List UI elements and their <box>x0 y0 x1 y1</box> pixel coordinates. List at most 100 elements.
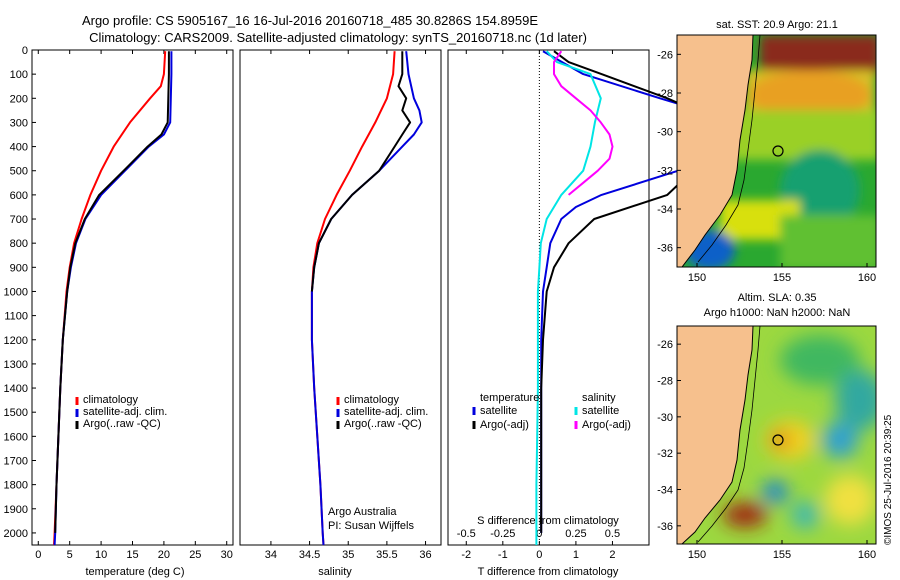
plot-frame <box>31 49 234 546</box>
y-tick-label: 0 <box>22 45 28 57</box>
map-y-tick-label: -32 <box>657 165 673 177</box>
legend-label-climatology: climatology <box>83 394 139 406</box>
map-y-tick-label: -30 <box>657 127 673 139</box>
x-tick-label: -2 <box>461 549 471 561</box>
legend-label-s-satellite: satellite <box>582 405 619 417</box>
x-tick-label: 1 <box>573 549 579 561</box>
x-tick-label: 10 <box>95 549 107 561</box>
y-tick-label: 1000 <box>4 286 28 298</box>
x-tick-label: 34 <box>265 549 277 561</box>
y-tick-label: 100 <box>10 69 28 81</box>
y-tick-label: 1100 <box>4 311 28 323</box>
y-tick-label: 1700 <box>4 455 28 467</box>
x-tick-label: 15 <box>126 549 138 561</box>
x-axis-label-t-difference: T difference from climatology <box>478 566 619 578</box>
y-tick-label: 1800 <box>4 480 28 492</box>
legend-title-temperature: temperature <box>480 392 539 404</box>
y-tick-label: 1300 <box>4 359 28 371</box>
map-y-tick-label: -34 <box>657 204 673 216</box>
x-tick-label: 30 <box>221 549 233 561</box>
series-line <box>54 51 170 533</box>
sla-land <box>677 326 753 544</box>
legend-label-argo: Argo(..raw -QC) <box>83 418 161 430</box>
map-y-tick-label: -36 <box>657 243 673 255</box>
y-tick-label: 1400 <box>4 383 28 395</box>
series-line <box>310 51 396 546</box>
map-x-tick-label: 160 <box>858 272 876 284</box>
x-tick-label: -1 <box>498 549 508 561</box>
y-tick-label: 800 <box>10 238 28 250</box>
legend-label-s-argo: Argo(-adj) <box>582 419 631 431</box>
y-tick-label: 1500 <box>4 407 28 419</box>
sla-map: Altim. SLA: 0.35 Argo h1000: NaN h2000: … <box>676 292 877 545</box>
map-y-tick-label: -30 <box>657 412 673 424</box>
s-diff-tick-label: 0 <box>536 528 542 540</box>
x-tick-label: 0 <box>35 549 41 561</box>
legend-label-satellite: satellite-adj. clim. <box>344 406 428 418</box>
figure-title: Argo profile: CS 5905167_16 16-Jul-2016 … <box>82 13 538 28</box>
map-x-tick-label: 160 <box>858 549 876 561</box>
difference-legend: temperature satellite Argo(-adj) salinit… <box>472 392 631 527</box>
series-line <box>310 51 412 292</box>
sst-map: sat. SST: 20.9 Argo: 21.1 <box>676 19 877 268</box>
map-y-tick-label: -28 <box>657 376 673 388</box>
x-tick-label: 20 <box>158 549 170 561</box>
legend-label-satellite: satellite-adj. clim. <box>83 406 167 418</box>
map-y-tick-label: -26 <box>657 339 673 351</box>
y-tick-label: 1200 <box>4 335 28 347</box>
y-tick-label: 1600 <box>4 431 28 443</box>
x-tick-label: 36 <box>419 549 431 561</box>
x-tick-label: 35.5 <box>376 549 397 561</box>
map-y-tick-label: -34 <box>657 485 673 497</box>
map-y-tick-label: -32 <box>657 448 673 460</box>
map-y-tick-label: -36 <box>657 521 673 533</box>
y-tick-label: 700 <box>10 214 28 226</box>
temperature-panel: 0 5 10 15 20 25 300100200300400500600700800900… <box>4 45 234 561</box>
y-tick-label: 600 <box>10 190 28 202</box>
sst-argo-position-marker <box>772 145 784 157</box>
sst-map-title: sat. SST: 20.9 Argo: 21.1 <box>716 19 838 31</box>
plot-frame <box>239 49 442 546</box>
temperature-legend: climatology satellite-adj. clim. Argo(..… <box>75 394 167 430</box>
y-tick-label: 500 <box>10 166 28 178</box>
annotation-pi: PI: Susan Wijffels <box>328 520 414 532</box>
map-x-tick-label: 155 <box>773 272 791 284</box>
legend-label-t-argo: Argo(-adj) <box>480 419 529 431</box>
map-ticks: -26 -28 -30 -32 -34 -36 150 155 160 -26 -28 -30 -32 -… <box>657 49 876 561</box>
salinity-legend: climatology satellite-adj. clim. Argo(..… <box>328 394 428 532</box>
series-line <box>535 50 602 545</box>
sst-land <box>677 35 753 267</box>
legend-label-climatology: climatology <box>344 394 400 406</box>
y-tick-label: 900 <box>10 262 28 274</box>
x-tick-label: 5 <box>67 549 73 561</box>
s-diff-tick-label: -0.25 <box>490 528 515 540</box>
y-tick-label: 1900 <box>4 504 28 516</box>
series-line <box>53 51 167 546</box>
series-line <box>310 51 423 546</box>
series-line <box>540 50 738 533</box>
salinity-panel: 34 34.5 35 35.5 36 <box>239 49 442 561</box>
series-line <box>53 51 173 546</box>
y-tick-label: 400 <box>10 142 28 154</box>
map-y-tick-label: -26 <box>657 49 673 61</box>
top-axis-label-s-difference: S difference from climatology <box>477 515 619 527</box>
x-tick-label: 34.5 <box>299 549 320 561</box>
legend-title-salinity: salinity <box>582 392 616 404</box>
annotation-argo-australia: Argo Australia <box>328 506 397 518</box>
map-x-tick-label: 155 <box>773 549 791 561</box>
plot-frame <box>447 49 650 546</box>
figure-subtitle: Climatology: CARS2009. Satellite-adjuste… <box>89 30 587 45</box>
map-x-tick-label: 150 <box>688 272 706 284</box>
x-tick-label: 2 <box>609 549 615 561</box>
legend-label-argo: Argo(..raw -QC) <box>344 418 422 430</box>
y-tick-label: 200 <box>10 93 28 105</box>
x-axis-label-temperature: temperature (deg C) <box>85 566 184 578</box>
x-tick-label: 35 <box>342 549 354 561</box>
y-tick-label: 2000 <box>4 528 28 540</box>
sla-map-title: Altim. SLA: 0.35 <box>738 292 817 304</box>
s-diff-tick-label: 0.25 <box>565 528 586 540</box>
sla-map-subtitle: Argo h1000: NaN h2000: NaN <box>704 307 851 319</box>
imos-stamp: ©IMOS 25-Jul-2016 20:39:25 <box>883 414 894 545</box>
s-diff-tick-label: -0.5 <box>457 528 476 540</box>
